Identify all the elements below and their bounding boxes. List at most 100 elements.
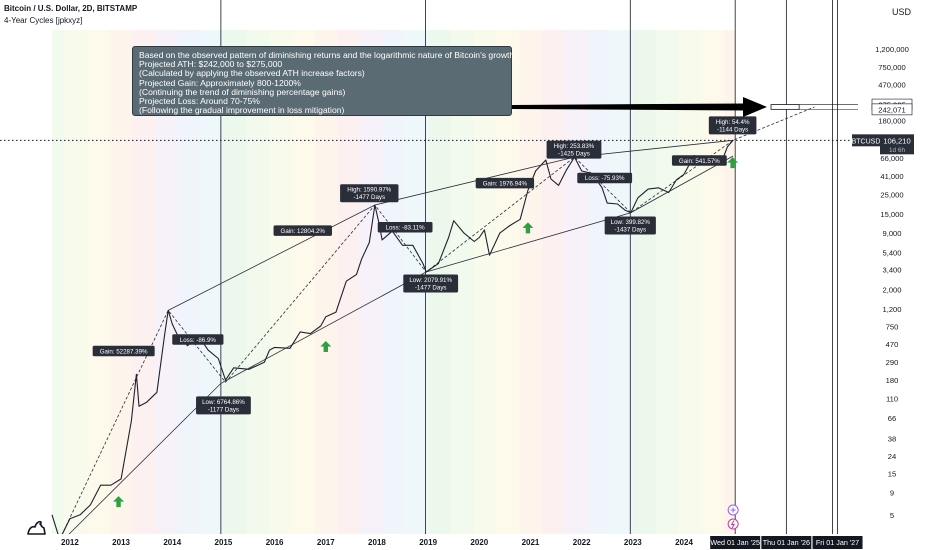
- cycle-label-box: [604, 216, 656, 235]
- price-tick-label: 38: [888, 435, 896, 444]
- cycle-band: [359, 30, 383, 534]
- year-tick-label: 2013: [112, 538, 130, 547]
- year-tick-label: 2012: [61, 538, 79, 547]
- price-badge: [871, 103, 913, 116]
- cycle-band: [268, 30, 292, 534]
- cycle-band: [155, 30, 178, 534]
- tradingview-logo-icon[interactable]: [26, 516, 48, 536]
- price-tick-label: 2,000: [882, 286, 901, 295]
- year-tick-label: 2020: [470, 538, 488, 547]
- cycle-label-text: Gain: 52287.39%: [100, 348, 148, 355]
- cycle-band: [314, 30, 338, 534]
- cycle-label-text: Gain: 1976.94%: [483, 180, 528, 187]
- cycle-label-text: Loss: -86.9%: [180, 337, 217, 344]
- price-tick-label: 110: [886, 395, 898, 404]
- cycle-label-box: [403, 274, 459, 293]
- price-tick-label: 9,000: [882, 229, 901, 238]
- price-tick-label: 470: [886, 340, 899, 349]
- cycle-label-box: [340, 184, 399, 203]
- year-tick-label: 2014: [163, 538, 181, 547]
- date-badge: [710, 536, 761, 549]
- price-tick-label: 180: [886, 376, 899, 385]
- price-axis[interactable]: [860, 0, 932, 534]
- current-price-badge: [880, 134, 914, 155]
- event-marker-plus-icon: [730, 507, 736, 513]
- price-tick-label: 25,000: [880, 191, 903, 200]
- cycle-band: [610, 30, 633, 534]
- price-tick-label: 3,400: [882, 266, 901, 275]
- chart-title: Bitcoin / U.S. Dollar, 2D, BITSTAMP: [4, 4, 138, 13]
- note-line: (Following the gradual improvement in lo…: [139, 105, 345, 116]
- projection-arrow-shaft: [512, 103, 746, 111]
- cycle-band: [291, 30, 315, 534]
- date-badge-label: Wed 01 Jan '25: [710, 538, 760, 547]
- price-tick-label: 66,000: [880, 154, 903, 163]
- cycle-label-text: -1477 Days: [415, 285, 447, 292]
- year-tick-label: 2024: [675, 538, 693, 547]
- time-axis[interactable]: [0, 534, 932, 550]
- cycle-label-text: Low: 399.82%: [611, 219, 651, 226]
- cycle-label-text: -1477 Days: [353, 194, 385, 201]
- projection-box[interactable]: [770, 104, 800, 110]
- cycle-label-text: -1177 Days: [208, 406, 239, 413]
- price-tick-label: 9: [890, 489, 894, 498]
- price-line[interactable]: [51, 139, 734, 540]
- symbol-badge-label: BTCUSD: [852, 138, 881, 145]
- cycle-label-box: [475, 177, 535, 189]
- year-tick-label: 2023: [624, 538, 642, 547]
- date-badge-label: Thu 01 Jan '26: [763, 538, 810, 547]
- cycle-label-box: [708, 116, 757, 135]
- cycle-label-box: [577, 172, 633, 184]
- currency-label[interactable]: USD: [892, 7, 912, 17]
- price-tick-label: 750: [886, 322, 899, 331]
- cycle-band: [109, 30, 133, 534]
- cycle-band: [64, 30, 87, 534]
- cycle-label-box: [172, 334, 224, 345]
- date-badge: [761, 536, 812, 549]
- cycle-band: [723, 30, 736, 534]
- date-badge-label: Fri 01 Jan '27: [816, 538, 859, 547]
- cycle-band: [246, 30, 269, 534]
- price-tick-label: 24: [888, 452, 896, 461]
- year-tick-label: 2017: [317, 538, 335, 547]
- note-line: (Continuing the trend of diminishing per…: [139, 86, 346, 97]
- cycle-band: [382, 30, 406, 534]
- note-line: Projected Gain: Approximately 800-1200%: [139, 77, 301, 88]
- price-tick-label: 5,400: [882, 248, 901, 257]
- price-tick-label: 180,000: [878, 116, 905, 125]
- year-tick-label: 2016: [266, 538, 284, 547]
- cycle-label-text: Low: 2079.91%: [409, 277, 452, 284]
- indicator-name[interactable]: 4-Year Cycles [jpkxyz]: [4, 16, 83, 25]
- cycle-label-text: Low: 6764.86%: [202, 399, 245, 406]
- price-badge-label: 242,071: [878, 105, 905, 114]
- cycle-label-text: -1144 Days: [717, 126, 748, 133]
- cycle-label-box: [377, 222, 433, 233]
- lightning-icon: [730, 520, 735, 529]
- cycle-label-box: [92, 345, 155, 357]
- buy-signal-arrow-icon[interactable]: [727, 157, 739, 169]
- cycle-label-text: Loss: -83.11%: [386, 225, 426, 232]
- price-tick-label: 290: [886, 358, 899, 367]
- price-tick-label: 15,000: [880, 210, 903, 219]
- buy-signal-arrow-icon[interactable]: [113, 496, 125, 508]
- year-tick-label: 2019: [419, 538, 437, 547]
- cycle-band: [496, 30, 520, 534]
- cycle-band: [337, 30, 360, 534]
- buy-signal-arrow-icon[interactable]: [522, 222, 534, 234]
- year-tick-label: 2018: [368, 538, 386, 547]
- buy-signal-arrow-icon[interactable]: [320, 340, 332, 352]
- trend-line: [168, 139, 734, 311]
- projection-note: Based on the observed pattern of diminis…: [132, 46, 517, 116]
- cycle-label-text: Gain: 541.57%: [679, 158, 720, 165]
- year-tick-label: 2021: [522, 538, 540, 547]
- cycle-label-text: -1425 Days: [558, 151, 590, 158]
- price-tick-label: 5: [890, 511, 894, 520]
- cycle-label-text: -1437 Days: [614, 227, 646, 234]
- note-line: Based on the observed pattern of diminis…: [139, 50, 517, 60]
- cycle-label-box: [196, 396, 251, 415]
- note-line: Projected Loss: Around 70-75%: [139, 96, 260, 107]
- cycle-label-text: Gain: 12804.2%: [281, 228, 326, 235]
- cycle-label-text: High: 54.4%: [716, 119, 750, 126]
- cycle-band: [52, 30, 65, 534]
